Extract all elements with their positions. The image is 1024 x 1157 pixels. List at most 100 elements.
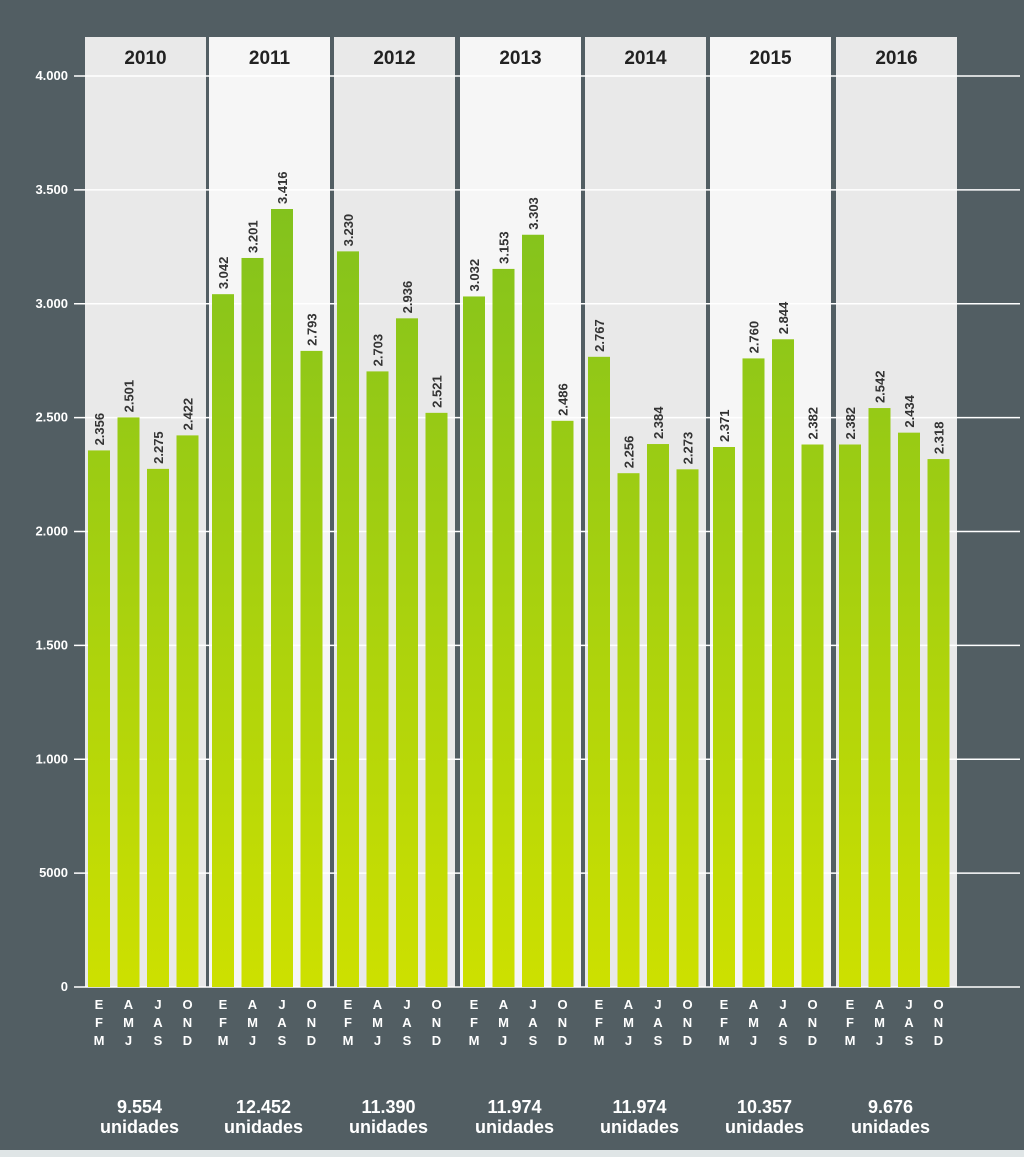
month-label: J	[278, 997, 285, 1012]
month-label: O	[182, 997, 192, 1012]
month-label: A	[778, 1015, 788, 1030]
month-label: A	[653, 1015, 663, 1030]
month-label: A	[153, 1015, 163, 1030]
year-total-unit: unidades	[100, 1117, 179, 1137]
month-label: A	[528, 1015, 538, 1030]
month-label: A	[248, 997, 258, 1012]
month-label: M	[845, 1033, 856, 1048]
month-label: F	[595, 1015, 603, 1030]
month-label: S	[529, 1033, 538, 1048]
month-label: J	[654, 997, 661, 1012]
bar-value-label: 2.936	[400, 281, 415, 314]
month-label: O	[682, 997, 692, 1012]
bar-2016-q2	[868, 408, 891, 987]
month-label: M	[372, 1015, 383, 1030]
bar-value-label: 2.371	[717, 409, 732, 442]
bar-value-label: 2.521	[430, 375, 445, 408]
month-label: N	[432, 1015, 441, 1030]
bar-2011-q1	[212, 294, 234, 987]
month-label: J	[876, 1033, 883, 1048]
year-label: 2016	[875, 48, 917, 69]
month-label: O	[557, 997, 567, 1012]
month-label: D	[558, 1033, 567, 1048]
month-label: N	[558, 1015, 567, 1030]
month-label: J	[403, 997, 410, 1012]
year-total-unit: unidades	[600, 1117, 679, 1137]
bar-2016-q4	[927, 459, 950, 987]
bar-value-label: 2.384	[651, 406, 666, 439]
bar-2011-q4	[300, 350, 323, 987]
bar-value-label: 3.032	[467, 259, 482, 292]
year-total: 12.452	[236, 1097, 291, 1117]
month-label: A	[499, 997, 509, 1012]
month-label: A	[624, 997, 634, 1012]
bar-value-label: 2.486	[556, 383, 571, 416]
bar-2010-q1	[88, 450, 110, 987]
month-label: J	[125, 1033, 132, 1048]
month-label: S	[278, 1033, 287, 1048]
month-label: F	[470, 1015, 478, 1030]
month-label: O	[807, 997, 817, 1012]
month-label: O	[306, 997, 316, 1012]
bar-value-label: 2.275	[151, 431, 166, 464]
bar-2012-q4	[425, 412, 448, 987]
bar-value-label: 2.434	[902, 394, 917, 427]
bar-2011-q2	[241, 257, 264, 987]
year-label: 2011	[249, 48, 291, 69]
month-label: F	[344, 1015, 352, 1030]
month-label: F	[846, 1015, 854, 1030]
month-label: E	[846, 997, 855, 1012]
year-label: 2015	[749, 48, 792, 69]
y-tick-label: 3.000	[35, 296, 68, 311]
month-label: N	[183, 1015, 192, 1030]
month-label: D	[183, 1033, 192, 1048]
y-tick-label: 2.500	[35, 410, 68, 425]
bar-value-label: 2.760	[747, 321, 762, 354]
month-label: D	[808, 1033, 817, 1048]
month-label: E	[470, 997, 479, 1012]
bar-value-label: 2.318	[932, 422, 947, 455]
bar-2015-q2	[742, 358, 765, 987]
bar-2015-q3	[772, 339, 794, 987]
bar-2012-q2	[366, 371, 389, 988]
month-label: F	[95, 1015, 103, 1030]
bar-2011-q3	[271, 209, 293, 988]
month-label: A	[749, 997, 759, 1012]
month-label: O	[933, 997, 943, 1012]
bar-value-label: 3.230	[341, 214, 356, 247]
year-total: 11.974	[487, 1097, 541, 1117]
month-label: O	[431, 997, 441, 1012]
month-label: S	[654, 1033, 663, 1048]
month-label: D	[934, 1033, 943, 1048]
bar-2014-q3	[647, 444, 669, 987]
y-tick-label: 3.500	[35, 182, 68, 197]
month-label: S	[779, 1033, 788, 1048]
bar-value-label: 2.356	[92, 413, 107, 446]
month-label: F	[219, 1015, 227, 1030]
y-tick-label: 5000	[39, 865, 68, 880]
bar-2010-q3	[147, 468, 169, 987]
bar-value-label: 2.767	[592, 319, 607, 352]
bar-2012-q3	[396, 318, 418, 987]
month-label: M	[748, 1015, 759, 1030]
year-total: 11.390	[361, 1097, 415, 1117]
bar-value-label: 3.201	[246, 220, 261, 253]
month-label: M	[498, 1015, 509, 1030]
bar-2013-q4	[551, 420, 574, 988]
year-label: 2014	[624, 48, 667, 69]
month-label: M	[218, 1033, 229, 1048]
bar-2016-q1	[839, 444, 861, 987]
month-label: S	[403, 1033, 412, 1048]
bar-2014-q4	[676, 469, 699, 988]
month-label: M	[719, 1033, 730, 1048]
bar-2015-q1	[713, 447, 735, 987]
month-label: M	[469, 1033, 480, 1048]
year-total: 9.554	[117, 1097, 162, 1117]
month-label: M	[94, 1033, 105, 1048]
bar-2013-q2	[492, 268, 515, 987]
bar-value-label: 2.542	[873, 371, 888, 404]
bar-value-label: 3.303	[526, 197, 541, 230]
y-tick-label: 0	[61, 979, 68, 994]
year-label: 2012	[373, 48, 415, 69]
